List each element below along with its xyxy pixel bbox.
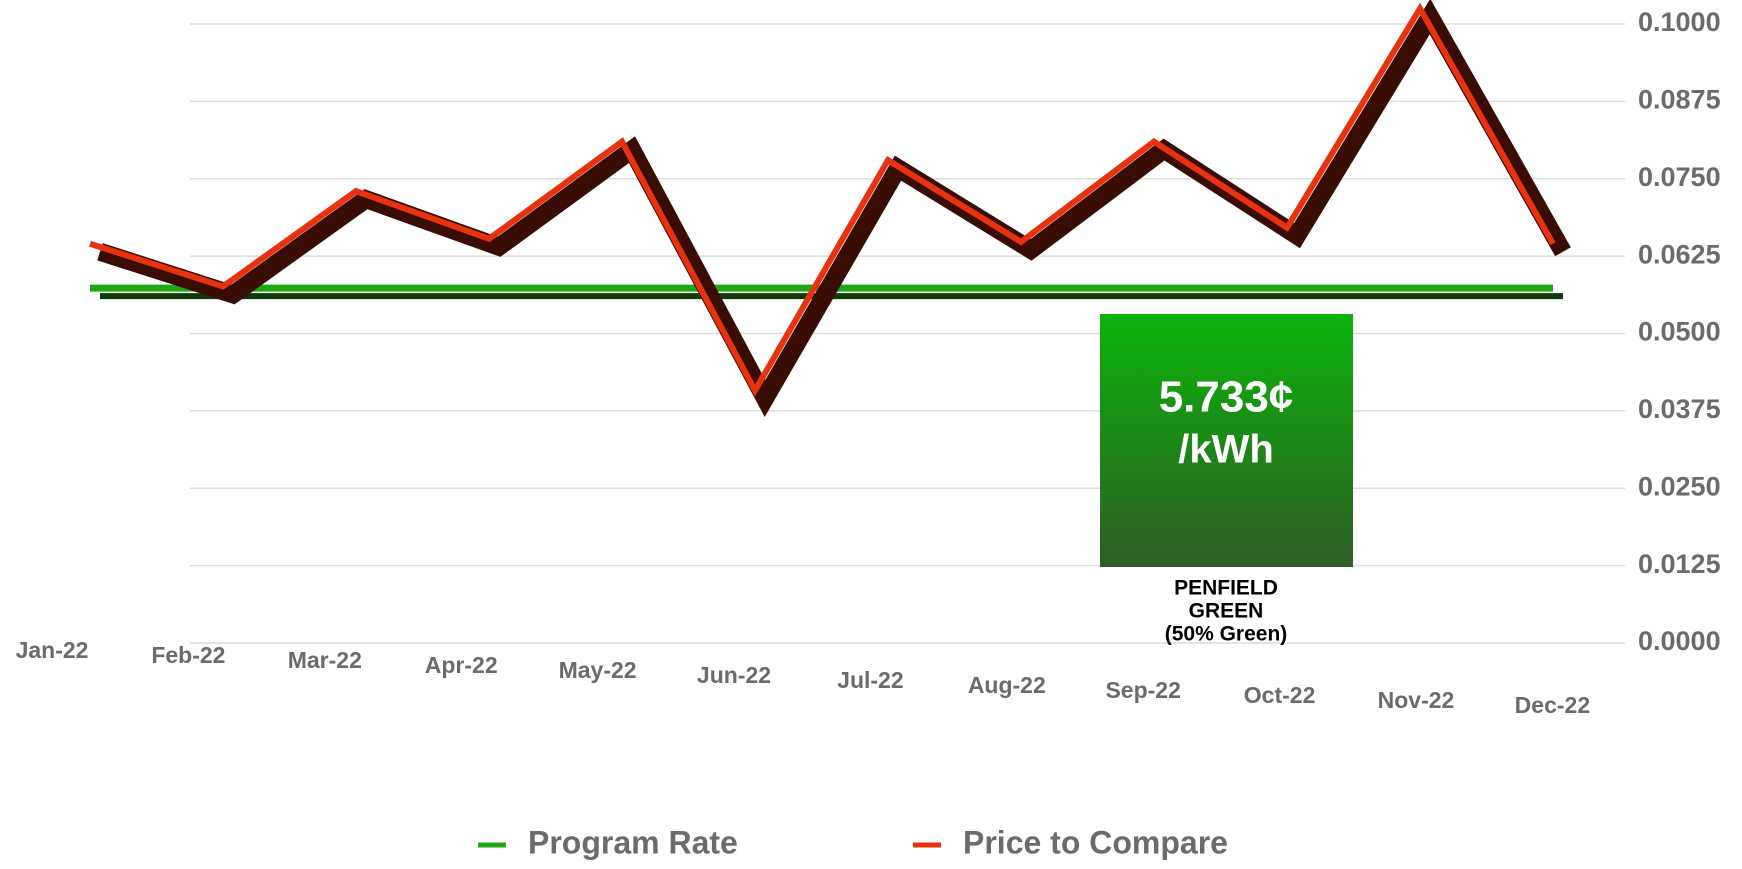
legend-label: Program Rate bbox=[528, 824, 738, 860]
line bbox=[89, 2, 1556, 397]
x-tick-label: Dec-22 bbox=[1515, 692, 1590, 718]
x-tick-label: May-22 bbox=[559, 657, 637, 683]
y-tick-label: 0.0875 bbox=[1638, 85, 1721, 115]
x-tick-label: Aug-22 bbox=[968, 672, 1046, 698]
x-tick-label: Mar-22 bbox=[288, 647, 362, 673]
y-tick-label: 0.0500 bbox=[1638, 317, 1721, 347]
rate-unit: /kWh bbox=[1178, 428, 1274, 472]
x-tick-label: Sep-22 bbox=[1105, 677, 1180, 703]
box-caption: GREEN bbox=[1189, 600, 1264, 623]
y-tick-label: 0.0750 bbox=[1638, 162, 1721, 192]
legend-label: Price to Compare bbox=[963, 824, 1228, 860]
y-tick-label: 0.1000 bbox=[1638, 7, 1721, 37]
box-caption: PENFIELD bbox=[1174, 577, 1278, 600]
y-tick-label: 0.0375 bbox=[1638, 394, 1721, 424]
x-tick-label: Oct-22 bbox=[1244, 682, 1316, 708]
y-tick-label: 0.0250 bbox=[1638, 471, 1721, 501]
x-tick-label: Jan-22 bbox=[16, 637, 89, 663]
box-caption: (50% Green) bbox=[1165, 623, 1288, 646]
y-tick-label: 0.0125 bbox=[1638, 549, 1721, 579]
x-tick-label: Feb-22 bbox=[151, 642, 225, 668]
y-tick-label: 0.0625 bbox=[1638, 239, 1721, 269]
x-tick-label: Apr-22 bbox=[425, 652, 498, 678]
x-tick-label: Nov-22 bbox=[1378, 687, 1455, 713]
rate-box bbox=[1100, 314, 1353, 567]
x-tick-label: Jul-22 bbox=[837, 667, 903, 693]
x-tick-label: Jun-22 bbox=[697, 662, 771, 688]
line-shadow bbox=[97, 0, 1571, 417]
rate-text: 5.733¢ bbox=[1159, 373, 1294, 422]
y-tick-label: 0.0000 bbox=[1638, 626, 1721, 656]
